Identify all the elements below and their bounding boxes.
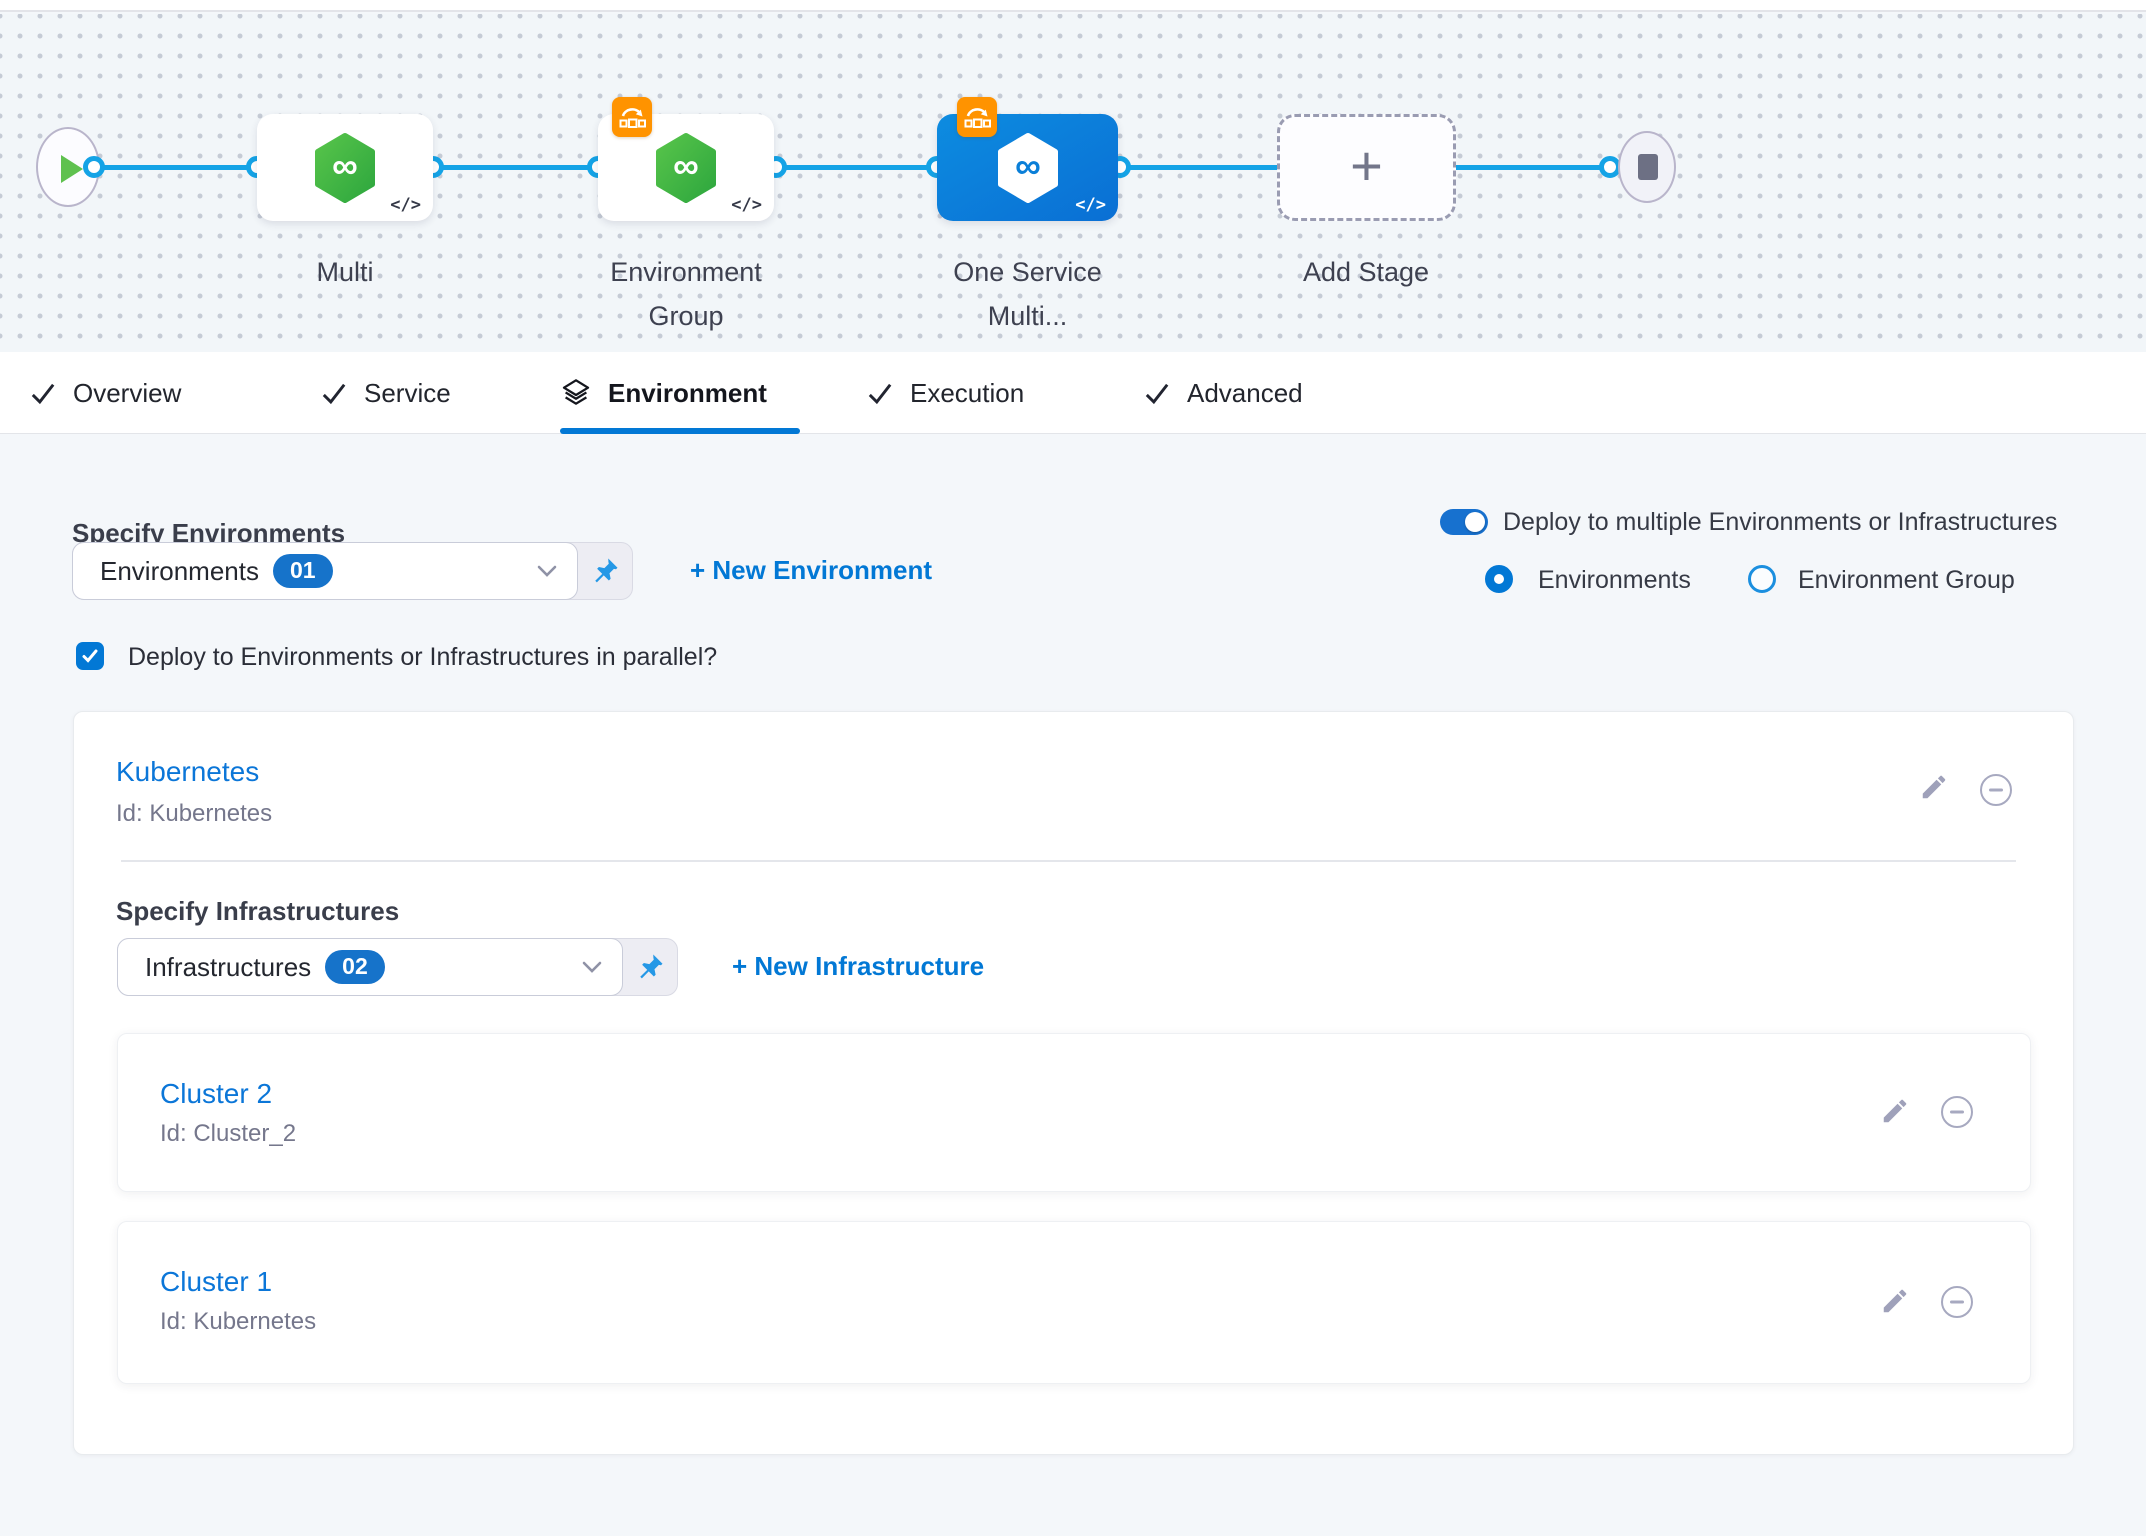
stage-label: Environment Group (610, 257, 762, 331)
stage-node-multi[interactable]: ∞ </> (257, 114, 433, 221)
radio-environment-group[interactable] (1748, 565, 1776, 593)
infrastructure-id: Id: Cluster_2 (160, 1120, 297, 1147)
rollout-strategy-icon (957, 97, 997, 137)
tab-advanced[interactable]: Advanced (1143, 352, 1303, 434)
code-icon: </> (1075, 195, 1106, 215)
service-hexagon-icon: ∞ (313, 132, 377, 204)
infrastructures-count-badge: 02 (325, 950, 385, 984)
environment-stack-icon (562, 379, 590, 405)
stage-label: Multi (316, 257, 374, 287)
infrastructure-card: Cluster 2 Id: Cluster_2 (117, 1033, 2031, 1192)
environments-count-badge: 01 (272, 554, 333, 588)
stage-node-environment-group[interactable]: ∞ </> (598, 97, 774, 221)
environments-select[interactable]: Environments 01 (72, 542, 578, 600)
check-icon (868, 383, 892, 405)
tab-overview[interactable]: Overview (29, 352, 181, 434)
stage-tabbar: Overview Service Environment Execution A… (0, 352, 2146, 434)
svg-text:∞: ∞ (673, 145, 699, 186)
tab-label: Environment (608, 377, 767, 408)
infrastructures-select-value: Infrastructures (145, 951, 312, 982)
check-icon (322, 383, 346, 405)
infrastructure-card: Cluster 1 Id: Kubernetes (117, 1221, 2031, 1384)
remove-infrastructure-button[interactable] (1941, 1096, 1973, 1128)
infrastructures-select[interactable]: Infrastructures 02 (117, 938, 623, 996)
stop-icon (1638, 154, 1658, 180)
minus-icon (1950, 1300, 1964, 1304)
pin-infrastructures-button[interactable] (623, 939, 677, 995)
deploy-multiple-toggle[interactable] (1440, 509, 1488, 535)
plus-icon: + (1350, 133, 1383, 197)
chevron-down-icon (537, 565, 557, 577)
radio-environments[interactable] (1485, 565, 1513, 593)
pencil-icon (1922, 775, 1946, 799)
edit-infrastructure-button[interactable] (1880, 1286, 1912, 1318)
pipeline-start-node (36, 127, 100, 207)
environment-name-link[interactable]: Kubernetes (116, 756, 260, 787)
tab-label: Overview (73, 377, 182, 408)
tab-label: Advanced (1187, 377, 1303, 408)
code-icon: </> (731, 195, 762, 215)
infrastructure-name-link[interactable]: Cluster 1 (160, 1266, 273, 1297)
infrastructures-select-group: Infrastructures 02 (117, 938, 678, 996)
parallel-deploy-checkbox-label: Deploy to Environments or Infrastructure… (128, 643, 718, 671)
environments-select-value: Environments (100, 555, 259, 586)
environment-tab-content: Specify Environments Environments 01 + N… (0, 434, 2146, 1536)
check-icon (1145, 383, 1169, 405)
deploy-multiple-toggle-label: Deploy to multiple Environments or Infra… (1503, 508, 2058, 536)
add-stage-button[interactable]: + (1277, 114, 1456, 221)
radio-environments-label: Environments (1538, 566, 1691, 594)
infrastructure-id: Id: Kubernetes (160, 1308, 317, 1335)
radio-environment-group-label: Environment Group (1798, 566, 2015, 594)
pipeline-canvas[interactable]: ∞ </> ∞ (0, 14, 2146, 352)
minus-icon (1989, 788, 2003, 792)
remove-environment-button[interactable] (1980, 774, 2012, 806)
environment-id: Id: Kubernetes (116, 800, 273, 827)
tab-service[interactable]: Service (320, 352, 451, 434)
pipeline-end-node (1618, 131, 1676, 203)
connector-port (83, 156, 105, 178)
pencil-icon (1883, 1099, 1907, 1123)
play-icon (61, 155, 83, 183)
service-hexagon-icon: ∞ (996, 132, 1060, 204)
tab-environment[interactable]: Environment (560, 352, 767, 434)
specify-infrastructures-heading: Specify Infrastructures (116, 896, 400, 926)
parallel-deploy-checkbox[interactable] (76, 642, 104, 670)
tab-execution[interactable]: Execution (866, 352, 1024, 434)
svg-text:∞: ∞ (1015, 145, 1041, 186)
svg-text:∞: ∞ (332, 145, 358, 186)
new-infrastructure-link[interactable]: + New Infrastructure (732, 951, 985, 981)
edit-environment-button[interactable] (1919, 772, 1951, 804)
pin-environments-button[interactable] (578, 543, 632, 599)
pencil-icon (1883, 1289, 1907, 1313)
environments-select-group: Environments 01 (72, 542, 633, 600)
pipeline-connector-line (94, 165, 1647, 170)
top-divider-strip (0, 0, 2146, 12)
toggle-knob (1465, 512, 1485, 532)
service-hexagon-icon: ∞ (654, 132, 718, 204)
pushpin-icon (640, 954, 663, 979)
new-environment-link[interactable]: + New Environment (690, 555, 932, 585)
check-icon (31, 383, 55, 405)
edit-infrastructure-button[interactable] (1880, 1096, 1912, 1128)
remove-infrastructure-button[interactable] (1941, 1286, 1973, 1318)
card-divider (121, 860, 2016, 862)
environment-card: Kubernetes Id: Kubernetes Specify Infras… (73, 711, 2074, 1455)
active-tab-underline (560, 428, 800, 434)
chevron-down-icon (582, 961, 602, 973)
code-icon: </> (390, 195, 421, 215)
tab-label: Execution (910, 377, 1025, 408)
stage-node-one-service-multi[interactable]: ∞ </> (937, 97, 1118, 221)
minus-icon (1950, 1110, 1964, 1114)
pushpin-icon (595, 558, 618, 583)
rollout-strategy-icon (612, 97, 652, 137)
stage-label: Add Stage (1302, 257, 1430, 287)
tab-label: Service (364, 377, 451, 408)
infrastructure-name-link[interactable]: Cluster 2 (160, 1078, 273, 1109)
stage-label: One Service Multi... (953, 257, 1102, 331)
check-icon (82, 649, 98, 663)
